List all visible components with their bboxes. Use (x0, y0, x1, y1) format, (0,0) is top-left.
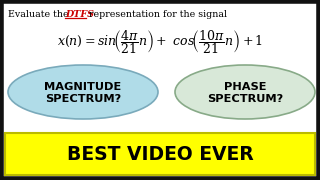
Text: BEST VIDEO EVER: BEST VIDEO EVER (67, 145, 253, 163)
Text: $x(n) = \mathit{sin}\!\left(\dfrac{4\pi}{21}n\right)+ \ \mathit{cos}\!\left(\dfr: $x(n) = \mathit{sin}\!\left(\dfrac{4\pi}… (57, 28, 263, 56)
Text: Evaluate the: Evaluate the (8, 10, 72, 19)
Text: MAGNITUDE: MAGNITUDE (44, 82, 122, 92)
Text: DTFS: DTFS (65, 10, 94, 19)
Text: representation for the signal: representation for the signal (86, 10, 227, 19)
FancyBboxPatch shape (5, 133, 315, 175)
Text: SPECTRUM?: SPECTRUM? (45, 94, 121, 104)
Text: SPECTRUM?: SPECTRUM? (207, 94, 283, 104)
Ellipse shape (8, 65, 158, 119)
Ellipse shape (175, 65, 315, 119)
Text: PHASE: PHASE (224, 82, 266, 92)
